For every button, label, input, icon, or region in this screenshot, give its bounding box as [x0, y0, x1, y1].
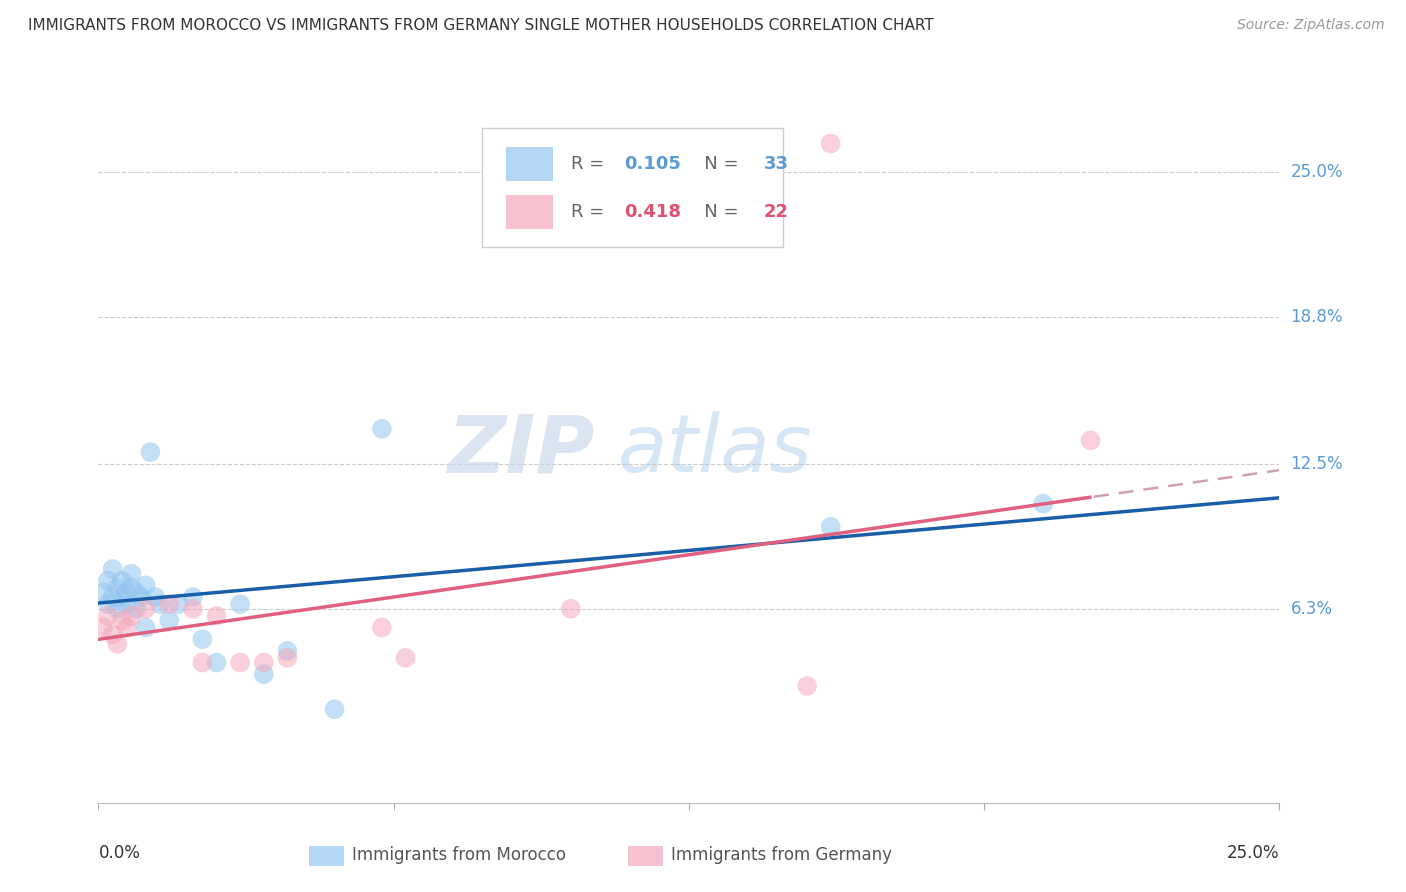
- Point: [157, 614, 180, 628]
- Text: R =: R =: [571, 155, 610, 173]
- Text: 33: 33: [763, 155, 789, 173]
- Point: [323, 702, 346, 716]
- Point: [121, 608, 143, 623]
- Point: [121, 581, 143, 595]
- Point: [97, 608, 120, 623]
- Point: [125, 601, 148, 615]
- Point: [167, 597, 190, 611]
- Point: [796, 679, 818, 693]
- Point: [181, 590, 204, 604]
- Point: [253, 656, 276, 670]
- Text: 25.0%: 25.0%: [1227, 845, 1279, 863]
- Text: 6.3%: 6.3%: [1291, 599, 1333, 618]
- Point: [394, 651, 416, 665]
- FancyBboxPatch shape: [309, 846, 344, 866]
- Point: [135, 578, 157, 592]
- Point: [111, 574, 134, 588]
- FancyBboxPatch shape: [482, 128, 783, 247]
- Point: [149, 597, 172, 611]
- Text: Source: ZipAtlas.com: Source: ZipAtlas.com: [1237, 18, 1385, 32]
- Point: [229, 597, 252, 611]
- Text: 12.5%: 12.5%: [1291, 455, 1343, 473]
- Point: [115, 620, 138, 634]
- Point: [101, 562, 124, 576]
- Point: [276, 644, 298, 658]
- Point: [560, 601, 582, 615]
- Text: 0.0%: 0.0%: [98, 845, 141, 863]
- Text: 0.418: 0.418: [624, 202, 681, 220]
- Point: [97, 574, 120, 588]
- Point: [129, 590, 152, 604]
- Point: [135, 620, 157, 634]
- Point: [1032, 497, 1054, 511]
- Point: [91, 620, 114, 634]
- Point: [101, 627, 124, 641]
- Point: [143, 590, 166, 604]
- Text: Immigrants from Germany: Immigrants from Germany: [671, 846, 893, 864]
- FancyBboxPatch shape: [506, 194, 553, 228]
- Point: [205, 608, 228, 623]
- Point: [105, 601, 128, 615]
- Point: [371, 422, 394, 436]
- Point: [253, 667, 276, 681]
- Text: atlas: atlas: [619, 411, 813, 490]
- Text: 22: 22: [763, 202, 789, 220]
- Text: N =: N =: [686, 202, 744, 220]
- FancyBboxPatch shape: [627, 846, 664, 866]
- Point: [157, 597, 180, 611]
- Point: [115, 597, 138, 611]
- Text: N =: N =: [686, 155, 744, 173]
- Text: IMMIGRANTS FROM MOROCCO VS IMMIGRANTS FROM GERMANY SINGLE MOTHER HOUSEHOLDS CORR: IMMIGRANTS FROM MOROCCO VS IMMIGRANTS FR…: [28, 18, 934, 33]
- Point: [1316, 597, 1339, 611]
- Point: [101, 590, 124, 604]
- Point: [139, 445, 162, 459]
- Text: Immigrants from Morocco: Immigrants from Morocco: [353, 846, 567, 864]
- Point: [115, 585, 138, 599]
- Text: ZIP: ZIP: [447, 411, 595, 490]
- FancyBboxPatch shape: [506, 147, 553, 181]
- Text: 25.0%: 25.0%: [1291, 162, 1343, 181]
- Point: [181, 601, 204, 615]
- Point: [135, 601, 157, 615]
- Point: [91, 585, 114, 599]
- Point: [820, 520, 842, 534]
- Text: 0.105: 0.105: [624, 155, 681, 173]
- Point: [105, 637, 128, 651]
- Text: R =: R =: [571, 202, 610, 220]
- Point: [229, 656, 252, 670]
- Point: [820, 136, 842, 151]
- Point: [191, 656, 214, 670]
- Point: [1080, 434, 1102, 448]
- Point: [105, 581, 128, 595]
- Point: [111, 590, 134, 604]
- Text: 18.8%: 18.8%: [1291, 308, 1343, 326]
- Point: [125, 585, 148, 599]
- Point: [97, 597, 120, 611]
- Point: [205, 656, 228, 670]
- Point: [371, 620, 394, 634]
- Point: [276, 651, 298, 665]
- Point: [111, 614, 134, 628]
- Point: [121, 566, 143, 581]
- Point: [191, 632, 214, 647]
